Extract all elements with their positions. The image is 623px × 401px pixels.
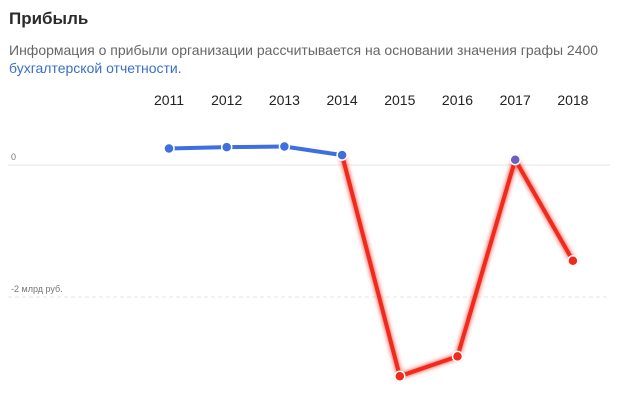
x-tick-label-2011: 2011	[154, 92, 184, 108]
data-point-2013	[278, 140, 291, 153]
x-tick-label-2014: 2014	[327, 92, 358, 108]
series-segment	[167, 145, 229, 151]
description-text: Информация о прибыли организации рассчит…	[9, 41, 619, 77]
y-tick-label: -2 млрд руб.	[11, 284, 63, 294]
x-tick-label-2015: 2015	[384, 92, 415, 108]
series-segment	[455, 157, 518, 359]
series-segment	[224, 144, 287, 150]
data-point-2016	[451, 350, 464, 363]
data-point-2017	[509, 153, 521, 166]
accounting-report-link[interactable]: бухгалтерской отчетности	[9, 60, 178, 76]
x-tick-label-2016: 2016	[442, 92, 473, 108]
data-point-2018	[567, 254, 579, 267]
description-body: Информация о прибыли организации рассчит…	[9, 42, 599, 58]
series-segment	[340, 153, 402, 379]
x-tick-label-2017: 2017	[500, 92, 531, 108]
data-point-2012	[220, 141, 233, 153]
series-segment	[282, 144, 345, 158]
x-tick-label-2012: 2012	[211, 92, 242, 108]
data-point-2011	[163, 142, 175, 155]
data-point-2015	[394, 370, 406, 382]
y-tick-label: 0	[11, 152, 16, 162]
series-segment	[397, 354, 460, 379]
page-title: Прибыль	[9, 9, 89, 28]
data-point-2014	[336, 149, 348, 161]
x-tick-label-2013: 2013	[269, 92, 300, 108]
series-segment	[513, 157, 575, 263]
description-suffix: .	[177, 60, 182, 76]
x-tick-label-2018: 2018	[557, 92, 588, 108]
